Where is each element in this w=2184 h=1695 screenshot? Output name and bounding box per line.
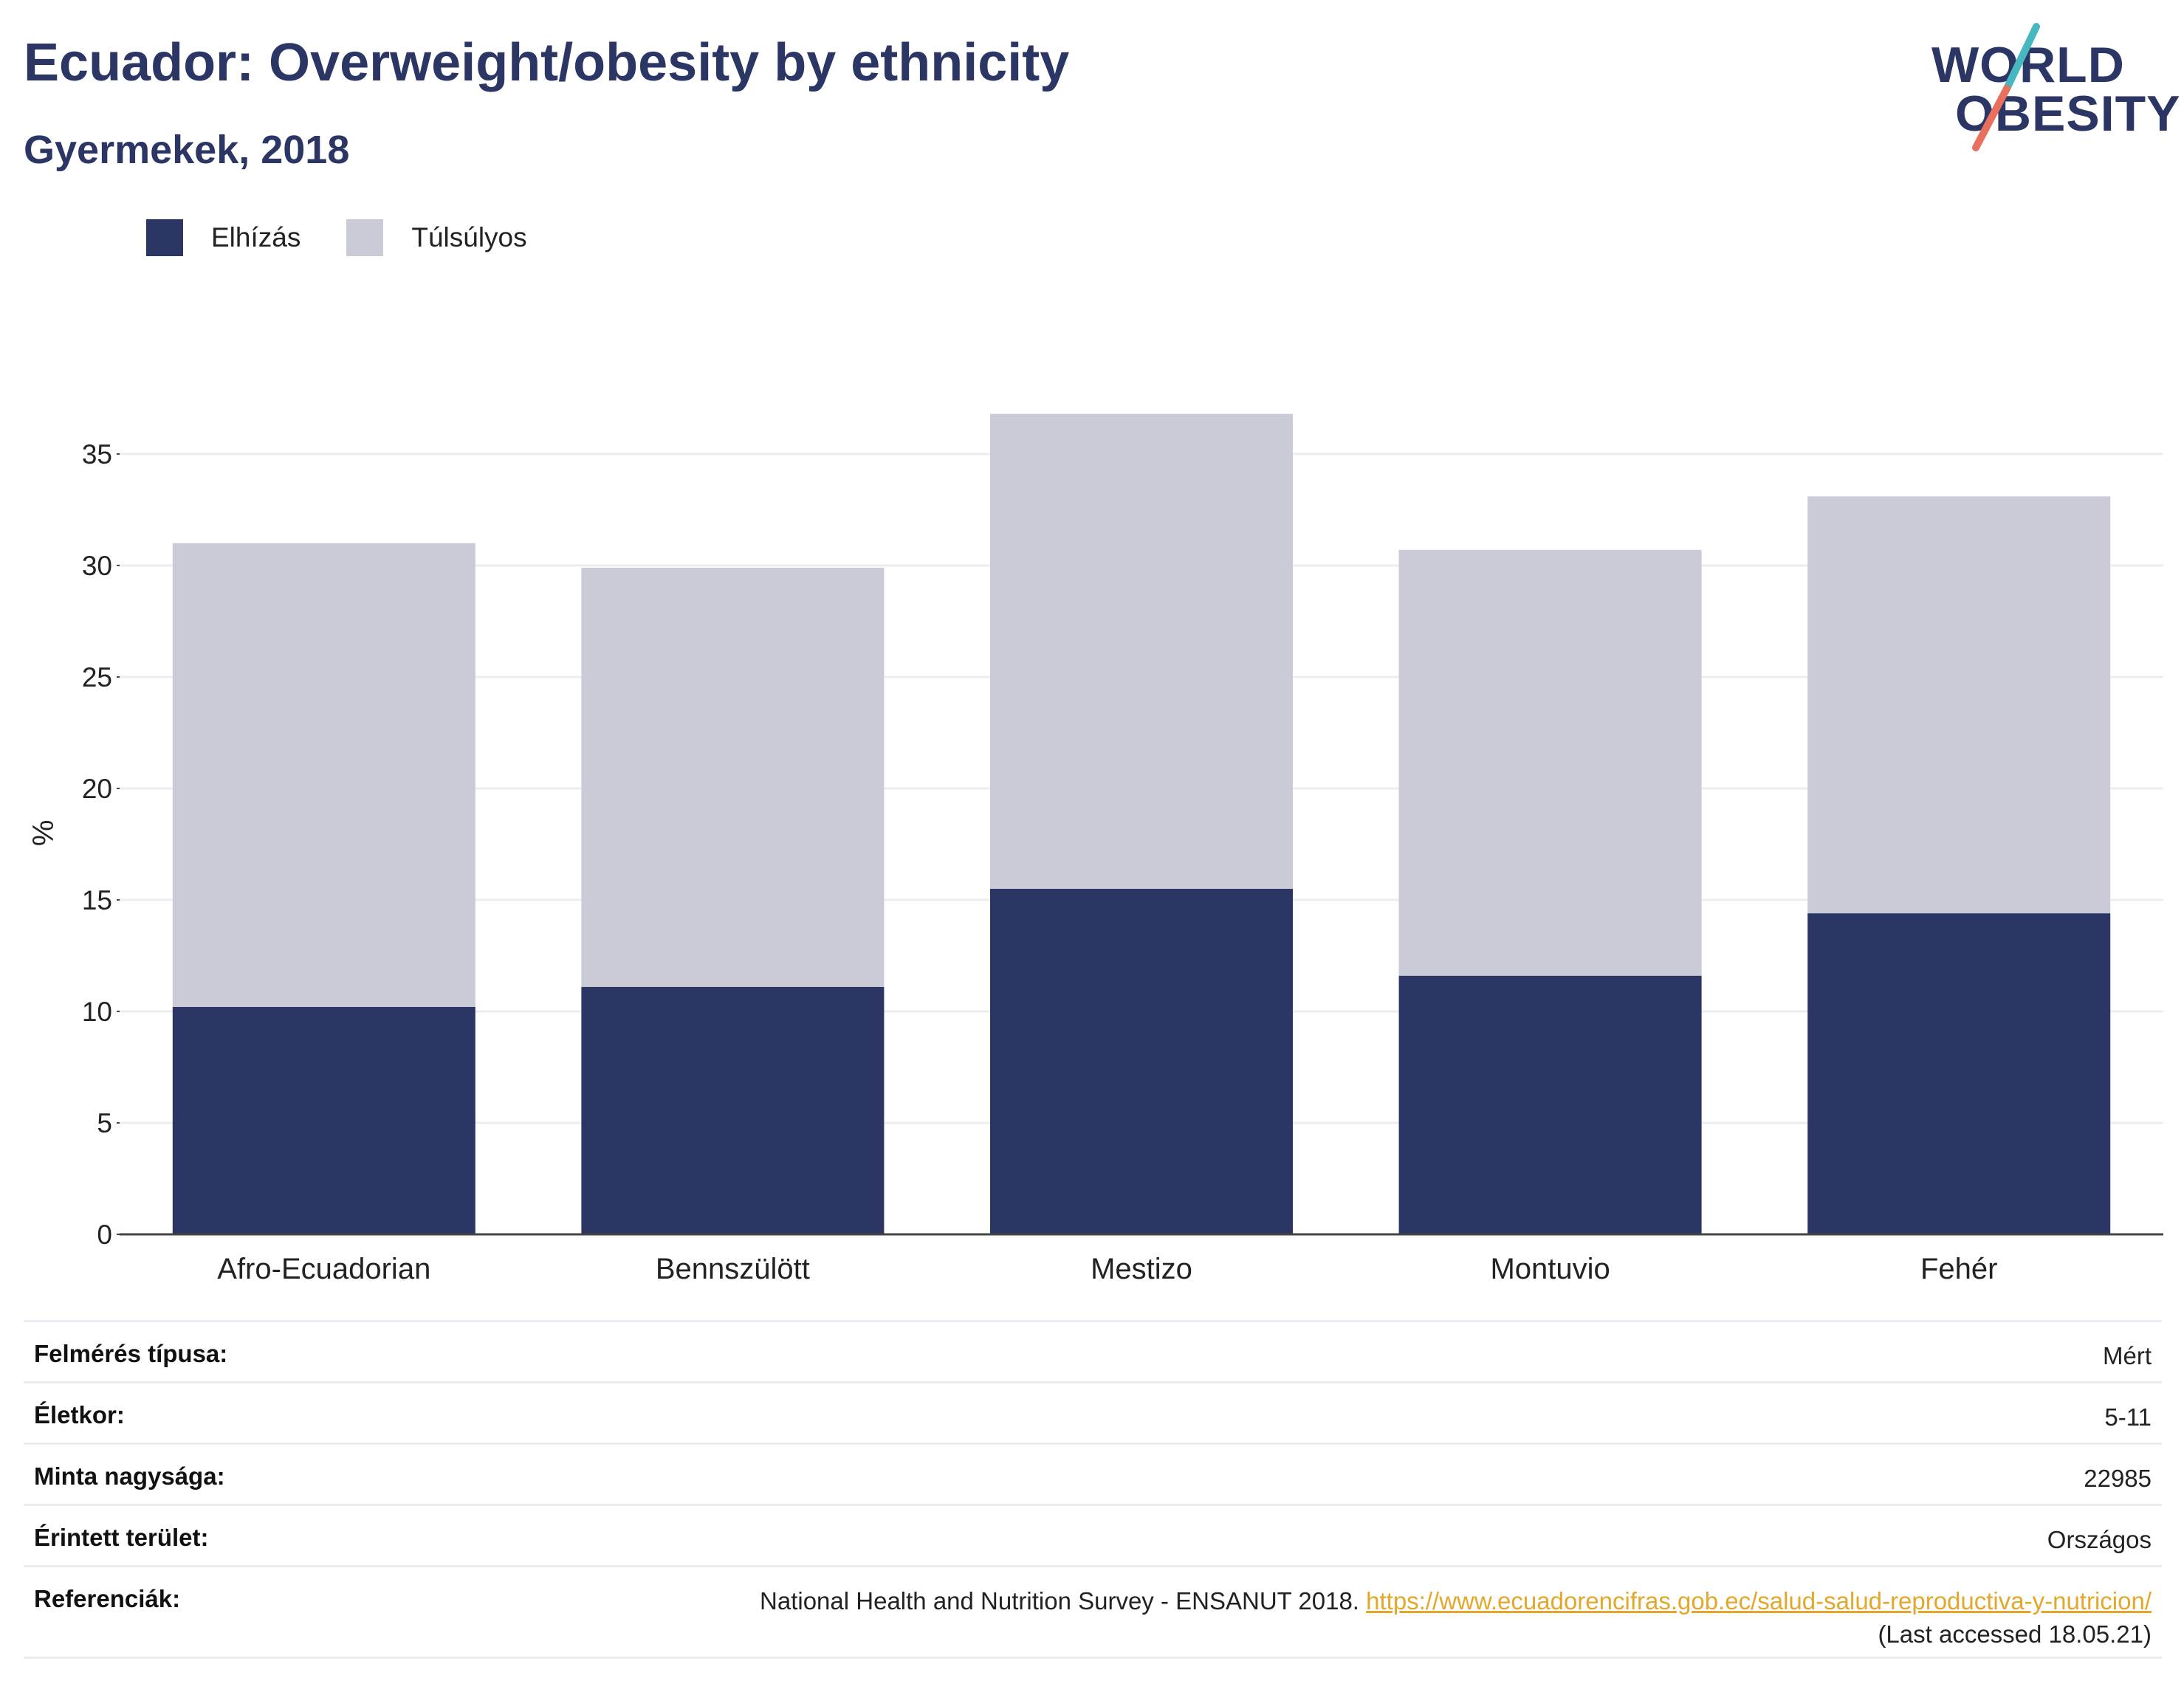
bar-obesity <box>990 888 1293 1234</box>
x-tick-label: Montuvio <box>1490 1253 1610 1285</box>
world-obesity-logo: WORLD OBESITY <box>1920 22 2180 155</box>
bar-overweight <box>581 568 885 987</box>
y-tick-label: 0 <box>97 1220 112 1250</box>
info-value: Országos <box>2047 1526 2152 1553</box>
info-row-age: Életkor: 5-11 <box>24 1383 2162 1445</box>
x-tick-label: Fehér <box>1920 1253 1998 1285</box>
y-tick-label: 30 <box>82 551 112 581</box>
chart-title: Ecuador: Overweight/obesity by ethnicity <box>24 33 1070 92</box>
legend-label-overweight: Túlsúlyos <box>411 222 527 252</box>
y-axis-label: % <box>27 820 60 847</box>
legend-label-obesity: Elhízás <box>211 222 301 252</box>
reference-value: National Health and Nutrition Survey - E… <box>760 1585 2152 1651</box>
logo-slash-icon <box>1972 23 2040 151</box>
info-row-sample-size: Minta nagysága: 22985 <box>24 1445 2162 1506</box>
info-row-references: Referenciák: National Health and Nutriti… <box>24 1567 2162 1659</box>
y-tick-label: 15 <box>82 885 112 915</box>
info-key: Minta nagysága: <box>34 1462 225 1490</box>
reference-text: National Health and Nutrition Survey - E… <box>760 1587 1359 1615</box>
legend-item-obesity[interactable]: Elhízás <box>146 219 301 256</box>
bar-obesity <box>1807 913 2111 1234</box>
info-value: 5-11 <box>2104 1403 2152 1431</box>
reference-link[interactable]: https://www.ecuadorencifras.gob.ec/salud… <box>1366 1587 2152 1615</box>
info-value: Mért <box>2103 1342 2152 1369</box>
x-tick-label: Bennszülött <box>656 1253 810 1285</box>
y-tick-label: 25 <box>82 662 112 692</box>
x-tick-label: Afro-Ecuadorian <box>217 1253 430 1285</box>
x-tick-label: Mestizo <box>1091 1253 1192 1285</box>
survey-info-table: Felmérés típusa: Mért Életkor: 5-11 Mint… <box>24 1320 2162 1659</box>
bar-obesity <box>581 986 885 1234</box>
bar-overweight <box>1807 496 2111 914</box>
bar-overweight <box>1398 549 1702 976</box>
bar-overweight <box>172 543 475 1007</box>
bar-obesity <box>172 1006 475 1234</box>
y-tick-label: 5 <box>97 1108 112 1138</box>
bar-overweight <box>990 413 1293 889</box>
y-tick-label: 35 <box>82 439 112 470</box>
y-tick-label: 10 <box>82 997 112 1027</box>
info-key: Referenciák: <box>34 1585 181 1612</box>
legend-item-overweight[interactable]: Túlsúlyos <box>346 219 527 256</box>
legend-swatch-overweight <box>346 219 384 256</box>
bar-obesity <box>1398 975 1702 1234</box>
stacked-bar-chart: 0 5 10 15 20 25 30 35% Afro-Ecuadorian Bennszülöt… <box>27 413 2163 1285</box>
reference-accessed: (Last accessed 18.05.21) <box>1878 1620 2152 1648</box>
info-key: Életkor: <box>34 1401 125 1428</box>
info-key: Érintett terület: <box>34 1524 209 1551</box>
y-tick-label: 20 <box>82 774 112 804</box>
info-row-area: Érintett terület: Országos <box>24 1506 2162 1567</box>
info-value: 22985 <box>2084 1465 2152 1492</box>
legend-swatch-obesity <box>146 219 183 256</box>
chart-subtitle: Gyermekek, 2018 <box>24 128 350 172</box>
info-key: Felmérés típusa: <box>34 1340 228 1367</box>
info-row-survey-type: Felmérés típusa: Mért <box>24 1322 2162 1383</box>
chart-legend: Elhízás Túlsúlyos <box>146 219 573 257</box>
